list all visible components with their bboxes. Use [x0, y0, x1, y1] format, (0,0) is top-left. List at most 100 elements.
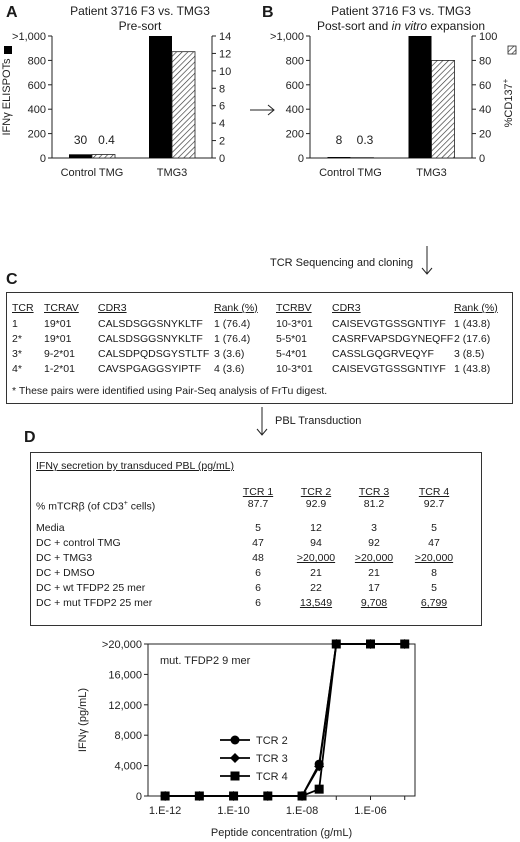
x-tick-label: 1.E-08	[286, 805, 318, 817]
left-tick-label: 400	[28, 104, 46, 116]
tcr-cell: 2 (17.6)	[454, 333, 491, 345]
ifng-cell: 5	[431, 522, 437, 534]
ifng-cell: 6,799	[420, 597, 448, 609]
tcr-cell: 10-3*01	[276, 318, 313, 330]
ifng-cell: 8	[431, 567, 437, 579]
bar-hatched	[171, 51, 196, 159]
left-tick-label: 600	[28, 80, 46, 92]
ifng-cell: 12	[310, 522, 322, 534]
tcr-cell: 1 (43.8)	[454, 363, 491, 375]
left-tick-label: 0	[40, 153, 46, 165]
tcr-cell: CAVSPGAGGSYIPTF	[98, 363, 202, 375]
ifng-cell: 21	[310, 567, 322, 579]
left-tick-label: 200	[28, 129, 46, 141]
tcr-cell: 1	[12, 318, 18, 330]
left-tick-label: 800	[286, 55, 304, 67]
bar-solid	[149, 36, 172, 158]
bar-hatched	[91, 154, 116, 159]
y-axis-right-label: %CD137+	[501, 78, 515, 127]
marker-square	[314, 784, 324, 794]
right-tick-label: 80	[479, 55, 491, 67]
y-tick-label: 16,000	[108, 669, 142, 681]
ifng-cell: 9,708	[360, 597, 388, 609]
marker-square	[331, 639, 341, 649]
data-label: 0.4	[98, 133, 115, 147]
x-tick-label: 1.E-10	[217, 805, 249, 817]
x-tick-label: 1.E-06	[354, 805, 386, 817]
right-tick-label: 12	[219, 48, 231, 60]
left-tick-label: 800	[28, 55, 46, 67]
y-tick-label: 8,000	[114, 730, 142, 742]
ifng-cell: 47	[252, 537, 264, 549]
legend-hatched-swatch	[507, 45, 517, 55]
ifng-cell: 5	[255, 522, 261, 534]
mtcr-value: 81.2	[363, 498, 385, 510]
category-label: TMG3	[416, 167, 447, 179]
tcr-cell: 3*	[12, 348, 22, 360]
panel-c-label: C	[6, 271, 18, 288]
ifng-cell: 3	[371, 522, 377, 534]
pbl-label: PBL Transduction	[275, 415, 362, 427]
tcr-cell: 1 (76.4)	[214, 318, 251, 330]
ifng-table-title: IFNγ secretion by transduced PBL (pg/mL)	[36, 460, 235, 472]
bar-solid	[69, 154, 92, 158]
right-tick-label: 40	[479, 104, 491, 116]
ifng-cell: 13,549	[299, 597, 333, 609]
panel-a-chart: 0 200 400 600 800 >1,000 0 2 4 6 8 10 12 14 Control TM…	[1, 31, 231, 179]
arrow-down-sequencing	[421, 246, 433, 275]
marker-square	[194, 791, 204, 801]
tcr-cell: 10-3*01	[276, 363, 313, 375]
panel-b-title-line2: Post-sort and in vitro expansion	[316, 19, 486, 33]
ifng-cell: 92	[368, 537, 380, 549]
tcr-cell: 19*01	[44, 333, 72, 345]
data-label: 0.3	[357, 133, 374, 147]
ifng-row-label: Media	[36, 522, 65, 534]
bar-hatched	[431, 59, 455, 159]
panel-a-title-line2: Pre-sort	[118, 19, 162, 33]
right-tick-label: 8	[219, 83, 225, 95]
mtcr-value: 92.9	[305, 498, 327, 510]
marker-square	[160, 791, 170, 801]
marker-square	[297, 791, 307, 801]
right-tick-label: 0	[479, 153, 485, 165]
left-tick-label: 0	[298, 153, 304, 165]
tcr-cell: CALSDPQDSGYSTLTF	[98, 348, 210, 360]
left-tick-label: >1,000	[12, 31, 46, 43]
ifng-cell: >20,000	[296, 552, 336, 564]
category-label: TMG3	[157, 167, 188, 179]
tcr-footnote: * These pairs were identified using Pair…	[12, 385, 328, 397]
panel-d-line-chart: 0 4,000 8,000 12,000 16,000 >20,000 1.E-12 1.E-…	[77, 639, 416, 839]
tcr-cell: 9-2*01	[44, 348, 75, 360]
tcr-header-tcrbv: TCRBV	[276, 302, 312, 314]
arrow-a-to-b	[250, 104, 275, 116]
ifng-row-label: DC + DMSO	[36, 567, 95, 579]
ifng-table-box	[30, 452, 482, 626]
left-tick-label: >1,000	[270, 31, 304, 43]
ifng-cell: 6	[255, 567, 261, 579]
mtcr-value: 92.7	[423, 498, 445, 510]
bar-solid	[327, 157, 351, 158]
right-tick-label: 10	[219, 66, 231, 78]
marker-square	[366, 639, 375, 649]
y-tick-label: 12,000	[108, 700, 142, 712]
ifng-table: IFNγ secretion by transduced PBL (pg/mL)…	[36, 458, 476, 620]
panel-b-chart: 0 200 400 600 800 >1,000 0 20 40 60 80 100 Control T…	[270, 31, 517, 179]
category-label: Control TMG	[319, 167, 382, 179]
tcr-header-tcrav: TCRAV	[44, 302, 79, 314]
ifng-cell: 47	[428, 537, 440, 549]
panel-b-title-line1: Patient 3716 F3 vs. TMG3	[331, 4, 471, 18]
mtcr-label: % mTCRβ (of CD3+ cells)	[36, 500, 156, 513]
tcr-cell: 3 (8.5)	[454, 348, 485, 360]
tcr-cell: 3 (3.6)	[214, 348, 245, 360]
sequencing-label: TCR Sequencing and cloning	[270, 257, 414, 269]
tcr-cell: 4 (3.6)	[214, 363, 245, 375]
ifng-row-label: DC + control TMG	[36, 537, 121, 549]
ifng-cell: 48	[252, 552, 264, 564]
tcr-cell: 1-2*01	[44, 363, 75, 375]
ifng-cell: >20,000	[354, 552, 394, 564]
legend-marker-diamond	[230, 753, 240, 763]
right-tick-label: 6	[219, 101, 225, 113]
tcr-cell: 2*	[12, 333, 22, 345]
tcr-cell: CASSLGQGRVEQYF	[332, 348, 434, 360]
panel-d-label: D	[24, 429, 36, 446]
